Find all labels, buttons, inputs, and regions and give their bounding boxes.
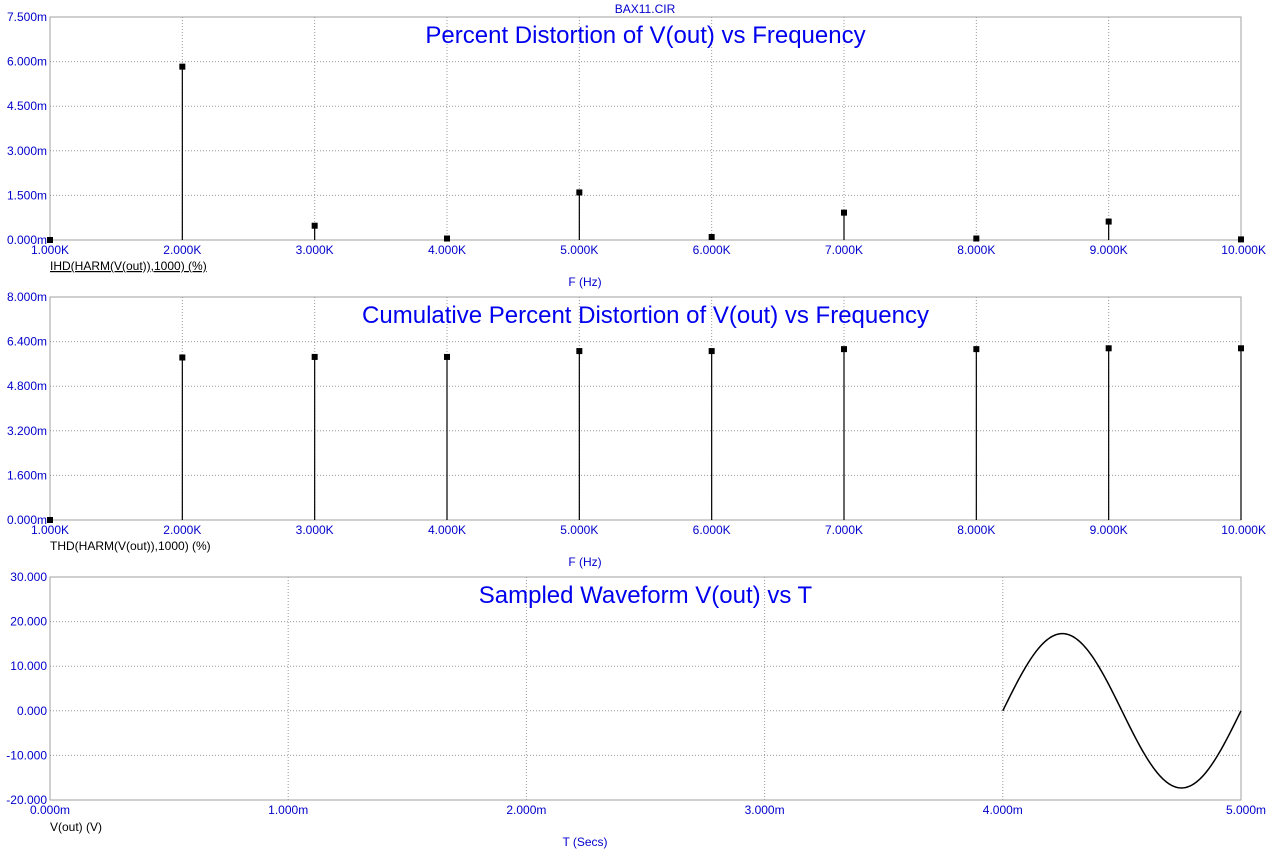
plot-frame bbox=[49, 16, 1242, 241]
x-tick-label: 2.000K bbox=[163, 523, 201, 537]
data-point bbox=[1238, 345, 1244, 352]
chart-title: Sampled Waveform V(out) vs T bbox=[479, 582, 813, 609]
x-tick-label: 2.000K bbox=[163, 243, 201, 257]
x-axis-label: T (Secs) bbox=[562, 835, 607, 849]
x-tick-label: 5.000K bbox=[560, 243, 598, 257]
data-point bbox=[576, 348, 583, 355]
plot-frame bbox=[49, 576, 1242, 801]
x-tick-label: 4.000m bbox=[983, 803, 1023, 817]
x-tick-label: 3.000m bbox=[745, 803, 785, 817]
x-tick-label: 10.000K bbox=[1221, 523, 1266, 537]
x-tick-label: 10.000K bbox=[1221, 243, 1266, 257]
data-point bbox=[444, 353, 450, 360]
x-tick-label: 9.000K bbox=[1090, 243, 1128, 257]
data-point bbox=[973, 346, 980, 353]
chart-panel-1: 1.000K 2.000K 3.000K 4.000K 5.000K 6.000K 7.00… bbox=[7, 10, 1266, 289]
y-tick-label: 30.000 bbox=[10, 570, 47, 584]
y-tick-label: 6.400m bbox=[7, 335, 47, 349]
y-tick-label: 0.000 bbox=[17, 704, 47, 718]
y-axis-label: THD(HARM(V(out)),1000) (%) bbox=[50, 539, 211, 553]
x-tick-label: 5.000m bbox=[1226, 803, 1266, 817]
x-tick-label: 2.000m bbox=[506, 803, 546, 817]
x-tick-label: 6.000K bbox=[693, 523, 731, 537]
x-tick-label: 4.000K bbox=[428, 243, 466, 257]
y-axis-label: V(out) (V) bbox=[50, 820, 102, 834]
x-axis-label: F (Hz) bbox=[568, 555, 601, 569]
y-tick-label: 6.000m bbox=[7, 55, 47, 69]
x-tick-label: 5.000K bbox=[560, 523, 598, 537]
y-tick-label: -20.000 bbox=[6, 793, 47, 807]
x-tick-label: 8.000K bbox=[957, 243, 995, 257]
data-point bbox=[47, 237, 53, 243]
data-point bbox=[708, 348, 715, 355]
y-tick-label: 7.500m bbox=[7, 10, 47, 24]
data-point bbox=[576, 189, 583, 196]
y-tick-label: 10.000 bbox=[10, 659, 47, 673]
series-line bbox=[1002, 632, 1242, 789]
chart-title: Cumulative Percent Distortion of V(out) … bbox=[362, 302, 929, 329]
y-tick-label: 1.500m bbox=[7, 188, 47, 202]
data-point bbox=[1238, 236, 1244, 243]
y-tick-label: 0.000m bbox=[7, 233, 47, 247]
y-tick-label: 20.000 bbox=[10, 615, 47, 629]
x-tick-label: 0.000m bbox=[30, 803, 70, 817]
x-tick-label: 3.000K bbox=[296, 243, 334, 257]
x-tick-label: 1.000K bbox=[31, 523, 69, 537]
y-tick-label: -10.000 bbox=[6, 748, 47, 762]
x-tick-label: 1.000m bbox=[268, 803, 308, 817]
data-point bbox=[311, 353, 318, 360]
data-point bbox=[841, 346, 847, 353]
x-axis-label: F (Hz) bbox=[568, 275, 601, 289]
data-point bbox=[973, 235, 980, 242]
y-tick-label: 4.800m bbox=[7, 379, 47, 393]
data-point bbox=[708, 234, 715, 241]
y-tick-label: 3.200m bbox=[7, 424, 47, 438]
chart-panel-3: 0.000m 1.000m 2.000m 3.000m 4.000m 5.000m -20.… bbox=[6, 570, 1266, 849]
x-tick-label: 7.000K bbox=[825, 243, 863, 257]
data-point bbox=[1105, 218, 1112, 225]
x-tick-label: 8.000K bbox=[957, 523, 995, 537]
y-tick-label: 8.000m bbox=[7, 290, 47, 304]
plot-frame bbox=[49, 296, 1242, 521]
x-tick-label: 3.000K bbox=[296, 523, 334, 537]
data-point bbox=[179, 63, 186, 70]
data-point bbox=[444, 235, 450, 242]
x-tick-label: 9.000K bbox=[1090, 523, 1128, 537]
y-tick-label: 1.600m bbox=[7, 468, 47, 482]
x-tick-label: 4.000K bbox=[428, 523, 466, 537]
x-tick-label: 1.000K bbox=[31, 243, 69, 257]
y-axis-label: IHD(HARM(V(out)),1000) (%) bbox=[50, 259, 207, 273]
x-tick-label: 7.000K bbox=[825, 523, 863, 537]
y-tick-label: 0.000m bbox=[7, 513, 47, 527]
y-tick-label: 4.500m bbox=[7, 99, 47, 113]
data-point bbox=[1105, 345, 1112, 352]
data-point bbox=[311, 222, 318, 229]
chart-panel-2: 1.000K 2.000K 3.000K 4.000K 5.000K 6.000K 7.00… bbox=[7, 290, 1266, 569]
chart-title: Percent Distortion of V(out) vs Frequenc… bbox=[425, 22, 865, 49]
data-point bbox=[47, 517, 53, 523]
data-point bbox=[179, 354, 186, 361]
data-point bbox=[841, 209, 847, 216]
y-tick-label: 3.000m bbox=[7, 144, 47, 158]
x-tick-label: 6.000K bbox=[693, 243, 731, 257]
window-title: BAX11.CIR bbox=[614, 2, 676, 16]
